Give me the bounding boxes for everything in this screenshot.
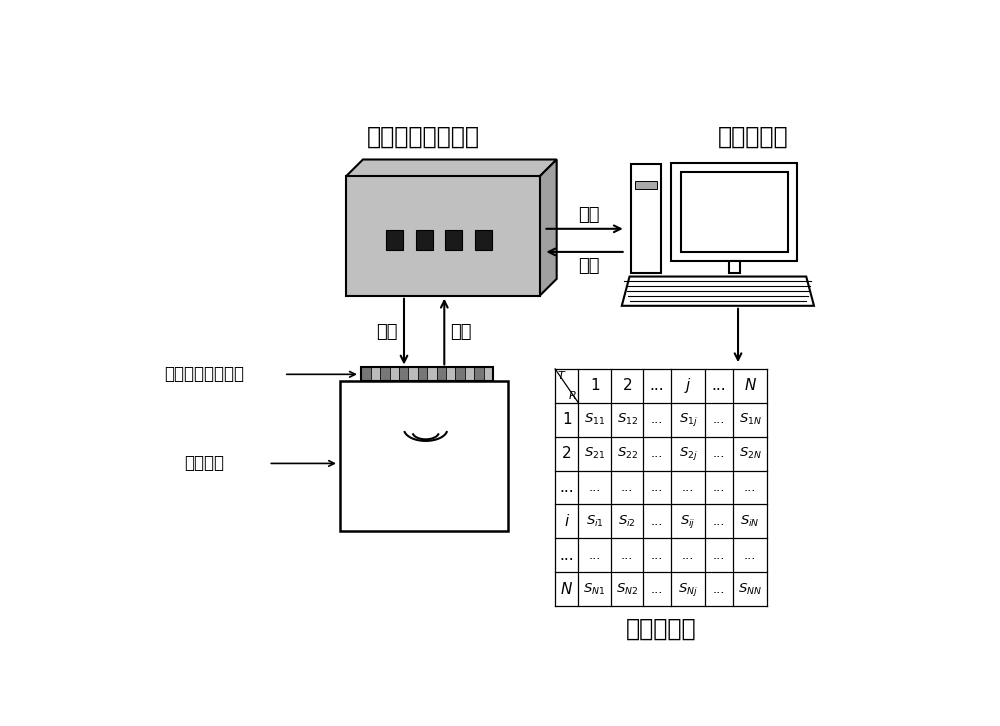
Bar <box>361 367 371 381</box>
Polygon shape <box>540 160 557 295</box>
Text: 接收: 接收 <box>451 322 472 340</box>
Text: ...: ... <box>651 583 663 595</box>
Bar <box>474 367 484 381</box>
Text: ...: ... <box>713 583 725 595</box>
Bar <box>361 367 493 381</box>
Text: N: N <box>744 378 756 393</box>
Text: ...: ... <box>588 549 601 562</box>
Bar <box>635 181 657 189</box>
Bar <box>386 230 403 250</box>
Text: ...: ... <box>713 549 725 562</box>
Text: ...: ... <box>713 515 725 528</box>
Bar <box>455 367 465 381</box>
Text: 2: 2 <box>562 446 572 461</box>
Text: $S_{12}$: $S_{12}$ <box>617 412 638 428</box>
Text: $S_{N2}$: $S_{N2}$ <box>616 582 638 597</box>
Text: j: j <box>686 378 690 393</box>
Text: T: T <box>557 371 564 381</box>
Bar <box>484 367 493 381</box>
Text: 2: 2 <box>622 378 632 393</box>
Text: ...: ... <box>682 549 694 562</box>
Bar <box>380 367 390 381</box>
Bar <box>416 230 433 250</box>
Bar <box>427 367 437 381</box>
Text: ...: ... <box>559 480 574 495</box>
Text: ...: ... <box>651 447 663 460</box>
Text: $S_{22}$: $S_{22}$ <box>617 446 638 461</box>
Text: 计算机终端: 计算机终端 <box>717 124 788 148</box>
Bar <box>671 163 797 261</box>
Bar <box>340 381 508 531</box>
Bar <box>631 164 661 274</box>
Bar <box>729 261 740 274</box>
Text: ...: ... <box>559 548 574 563</box>
Text: 1: 1 <box>562 412 572 428</box>
Text: ...: ... <box>651 549 663 562</box>
Text: $S_{1j}$: $S_{1j}$ <box>679 411 697 428</box>
Bar <box>390 367 399 381</box>
Text: $S_{Nj}$: $S_{Nj}$ <box>678 581 698 597</box>
Text: ...: ... <box>713 413 725 426</box>
Text: ...: ... <box>651 413 663 426</box>
Bar <box>446 367 455 381</box>
Bar <box>399 367 408 381</box>
Text: ...: ... <box>682 481 694 494</box>
Text: ...: ... <box>712 378 726 393</box>
Bar <box>475 230 492 250</box>
Text: $S_{i2}$: $S_{i2}$ <box>618 514 636 529</box>
Bar <box>681 172 788 252</box>
Text: $S_{ij}$: $S_{ij}$ <box>680 513 696 530</box>
Bar <box>371 367 380 381</box>
Text: $S_{i1}$: $S_{i1}$ <box>586 514 604 529</box>
Text: 1: 1 <box>590 378 599 393</box>
Text: $S_{11}$: $S_{11}$ <box>584 412 605 428</box>
Text: ...: ... <box>744 549 756 562</box>
Text: 被测试样: 被测试样 <box>184 454 224 473</box>
Bar <box>418 367 427 381</box>
Text: ...: ... <box>650 378 664 393</box>
Text: ...: ... <box>744 481 756 494</box>
Text: 相控阵超声换能器: 相控阵超声换能器 <box>164 365 244 383</box>
Text: 全矩阵数据: 全矩阵数据 <box>626 617 697 641</box>
Text: ...: ... <box>621 549 633 562</box>
Text: i: i <box>565 514 569 529</box>
Text: $S_{2j}$: $S_{2j}$ <box>679 445 697 462</box>
Text: R: R <box>568 391 576 401</box>
Text: ...: ... <box>588 481 601 494</box>
Text: 激发: 激发 <box>376 322 398 340</box>
Text: $S_{N1}$: $S_{N1}$ <box>583 582 606 597</box>
Text: $S_{2N}$: $S_{2N}$ <box>739 446 762 461</box>
Text: $S_{NN}$: $S_{NN}$ <box>738 582 762 597</box>
Bar <box>346 176 540 295</box>
Text: $S_{21}$: $S_{21}$ <box>584 446 605 461</box>
Text: 采集: 采集 <box>578 206 599 224</box>
Bar <box>445 230 462 250</box>
Text: ...: ... <box>651 515 663 528</box>
Bar <box>408 367 418 381</box>
Text: $S_{1N}$: $S_{1N}$ <box>739 412 762 428</box>
Bar <box>437 367 446 381</box>
Text: 控制: 控制 <box>578 257 599 274</box>
Polygon shape <box>346 160 557 176</box>
Text: ...: ... <box>651 481 663 494</box>
Bar <box>465 367 474 381</box>
Text: N: N <box>561 582 572 597</box>
Text: 超声激励接收板卡: 超声激励接收板卡 <box>367 124 480 148</box>
Text: ...: ... <box>621 481 633 494</box>
Text: $S_{iN}$: $S_{iN}$ <box>740 514 760 529</box>
Text: ...: ... <box>713 447 725 460</box>
Polygon shape <box>622 277 814 306</box>
Text: ...: ... <box>713 481 725 494</box>
